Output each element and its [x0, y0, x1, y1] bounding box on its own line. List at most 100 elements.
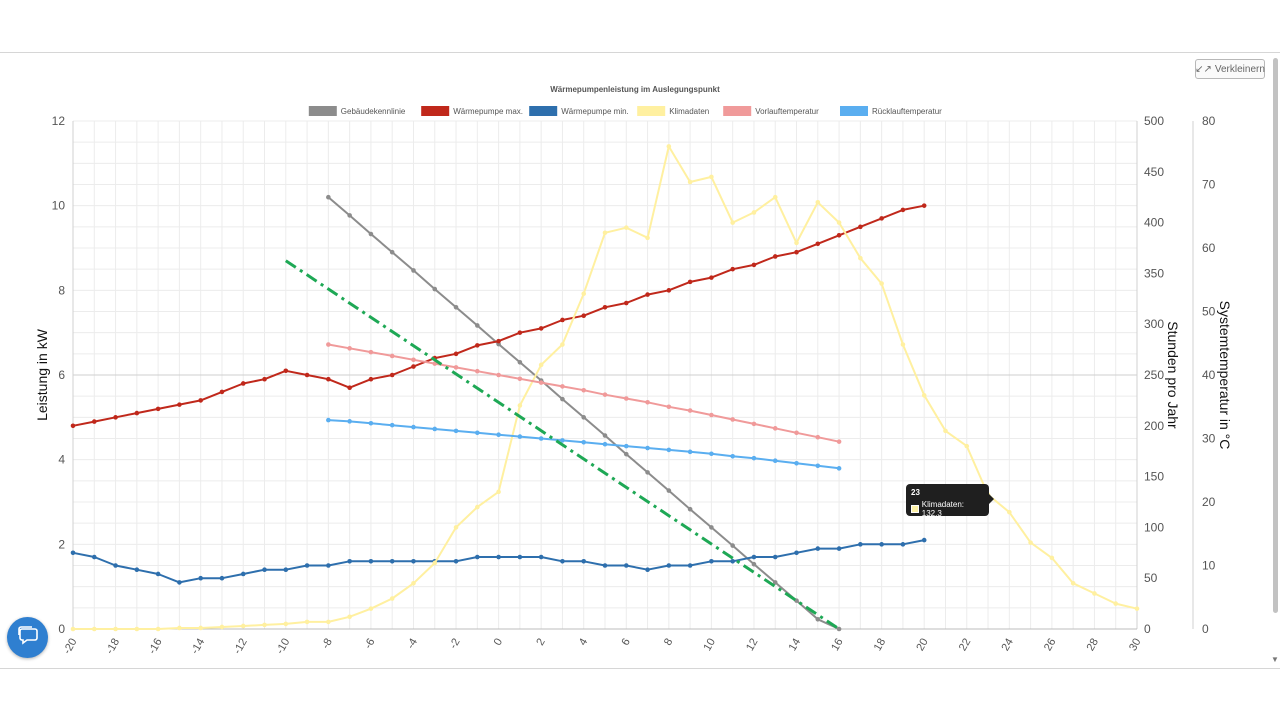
x-tick-label: 6 [619, 637, 632, 648]
data-point [602, 563, 608, 568]
data-point [389, 353, 395, 359]
data-point [879, 281, 884, 286]
grid [72, 120, 1138, 630]
data-point [730, 220, 735, 225]
data-point [560, 384, 565, 389]
data-point [517, 360, 523, 365]
data-point [772, 580, 778, 585]
scrollbar[interactable] [1273, 58, 1278, 613]
data-point [368, 376, 374, 382]
data-point [219, 575, 225, 581]
data-point [134, 410, 140, 416]
chat-button[interactable] [7, 617, 48, 658]
y-tick-label: 4 [58, 453, 65, 467]
x-tick-label: 4 [577, 637, 590, 648]
data-point [453, 351, 459, 357]
x-tick-label: 20 [914, 637, 931, 654]
data-point [879, 216, 884, 221]
data-point [900, 542, 906, 547]
data-point [155, 406, 161, 412]
data-point [772, 254, 778, 259]
x-tick-label: 30 [1127, 637, 1144, 654]
data-point [368, 606, 374, 611]
shrink-button[interactable]: ↙↗ Verkleinern [1195, 59, 1265, 79]
data-point [921, 393, 927, 398]
data-point [687, 279, 693, 285]
data-point [432, 560, 438, 566]
data-point [347, 346, 352, 351]
data-point [730, 266, 735, 272]
data-point [666, 288, 672, 293]
x-tick-label: 2 [534, 637, 547, 648]
data-point [602, 433, 608, 438]
data-point [91, 554, 97, 560]
data-point [262, 567, 267, 573]
data-point [623, 225, 629, 230]
legend-label: Vorlauftemperatur [755, 107, 819, 116]
data-point [730, 543, 735, 548]
data-point [219, 389, 225, 395]
data-point [687, 179, 693, 185]
data-point [943, 428, 948, 434]
data-point [368, 558, 374, 564]
data-point [900, 207, 906, 213]
data-point [815, 616, 821, 622]
chart-title: Wärmepumpenleistung im Auslegungspunkt [550, 85, 720, 94]
collapse-arrows-icon: ↙↗ [1195, 63, 1212, 75]
data-point [368, 231, 374, 237]
legend-label: Gebäudekennlinie [341, 107, 406, 116]
y2-tick-label: 250 [1144, 368, 1164, 382]
legend-label: Klimadaten [669, 107, 709, 116]
data-point [538, 326, 544, 331]
data-point [347, 213, 352, 218]
scroll-down-arrow[interactable]: ▼ [1271, 655, 1279, 664]
x-tick-label: 26 [1042, 637, 1059, 654]
data-point [240, 381, 246, 386]
data-point [411, 364, 416, 369]
x-tick-label: -6 [362, 637, 377, 651]
data-point [836, 220, 842, 225]
data-point [815, 434, 821, 440]
data-point [751, 455, 757, 461]
data-point [432, 286, 438, 292]
legend-swatch [529, 106, 558, 116]
data-point [1049, 555, 1055, 561]
data-point [794, 550, 799, 556]
data-point [772, 458, 778, 464]
data-point [411, 357, 416, 363]
data-point [475, 554, 480, 560]
y3-tick-label: 80 [1202, 114, 1216, 128]
y2-tick-label: 450 [1144, 165, 1164, 179]
data-point [240, 623, 246, 629]
data-point [623, 451, 629, 457]
x-tick-label: 0 [492, 637, 505, 648]
data-point [815, 241, 821, 247]
data-point [560, 396, 565, 402]
data-point [815, 463, 821, 469]
y2-tick-label: 200 [1144, 419, 1164, 433]
data-point [900, 342, 906, 347]
data-point [453, 525, 459, 530]
data-point [921, 203, 927, 208]
data-point [645, 470, 650, 475]
data-point [1134, 606, 1140, 611]
data-point [602, 392, 608, 397]
legend: Gebäudekennlinie Wärmepumpe max. Wärmepump… [308, 106, 942, 116]
legend-label: Wärmepumpe max. [453, 107, 523, 116]
data-point [666, 144, 672, 149]
data-point [1113, 601, 1119, 606]
y3-tick-label: 20 [1202, 495, 1216, 509]
data-point [772, 554, 778, 560]
data-point [687, 506, 693, 512]
data-point [134, 567, 140, 573]
data-point [304, 563, 310, 568]
data-point [921, 537, 927, 543]
data-point [751, 262, 757, 268]
data-point [709, 451, 714, 457]
x-tick-label: -18 [104, 637, 122, 657]
data-point [517, 403, 523, 408]
data-point [475, 504, 480, 510]
data-point [453, 428, 459, 434]
data-point [815, 199, 821, 205]
y2-tick-label: 300 [1144, 317, 1164, 331]
